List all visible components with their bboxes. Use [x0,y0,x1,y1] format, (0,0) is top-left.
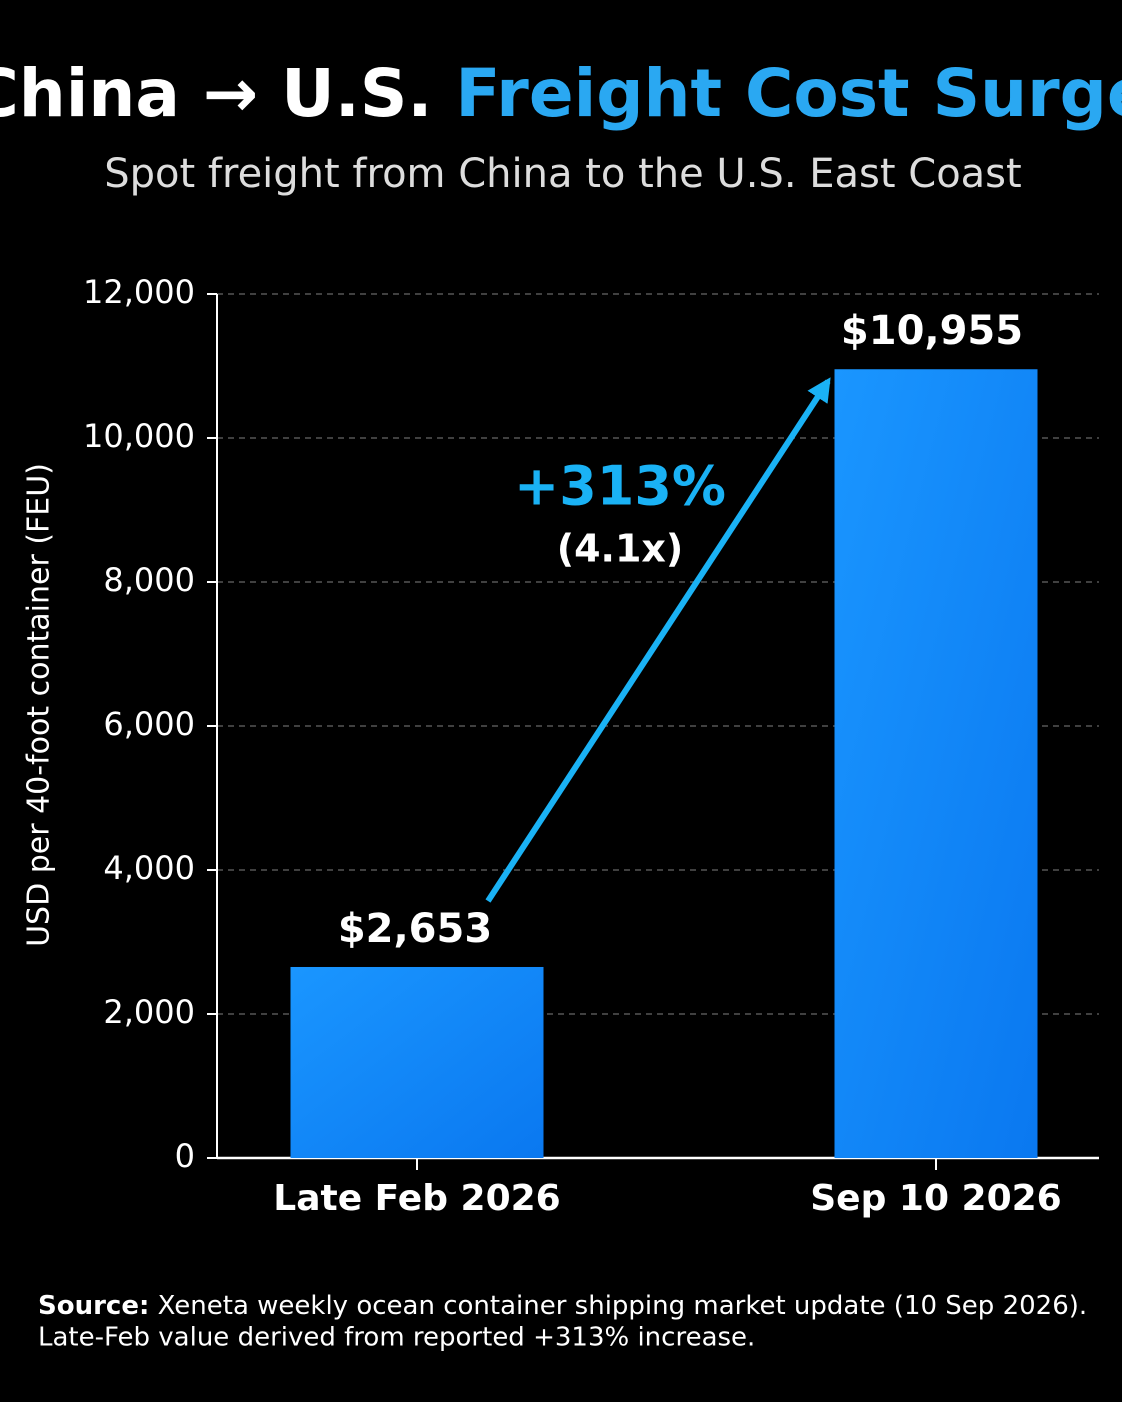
y-tick-label: 8,000 [103,561,195,599]
source-line: Xeneta weekly ocean container shipping m… [158,1291,1088,1321]
bar [290,966,544,1158]
y-tick-label: 2,000 [103,993,195,1031]
source-line: Late-Feb value derived from reported +31… [38,1323,755,1353]
chart-subtitle: Spot freight from China to the U.S. East… [104,151,1021,197]
bar [834,369,1038,1158]
growth-multiple: (4.1x) [557,527,684,571]
y-tick-label: 4,000 [103,849,195,887]
source-label: Source: [38,1291,149,1321]
value-label: $10,955 [841,308,1023,354]
title-part: Freight Cost Surge [455,55,1122,132]
x-tick-label: Late Feb 2026 [273,1178,560,1219]
y-tick-label: 0 [175,1137,195,1175]
y-tick-label: 6,000 [103,705,195,743]
growth-annotation: +313% [514,455,726,518]
x-tick-label: Sep 10 2026 [810,1178,1061,1219]
y-axis-label: USD per 40-foot container (FEU) [22,463,57,947]
chart-title: China → U.S. Freight Cost Surge [0,55,1122,132]
y-tick-label: 12,000 [83,273,195,311]
growth-arrow [485,377,831,903]
value-label: $2,653 [338,906,492,952]
title-part: China → U.S. [0,55,432,132]
source-note: Source: Xeneta weekly ocean container sh… [38,1291,1087,1321]
y-tick-label: 10,000 [83,417,195,455]
